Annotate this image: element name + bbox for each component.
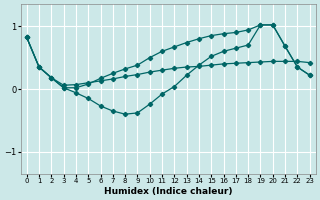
- X-axis label: Humidex (Indice chaleur): Humidex (Indice chaleur): [104, 187, 232, 196]
